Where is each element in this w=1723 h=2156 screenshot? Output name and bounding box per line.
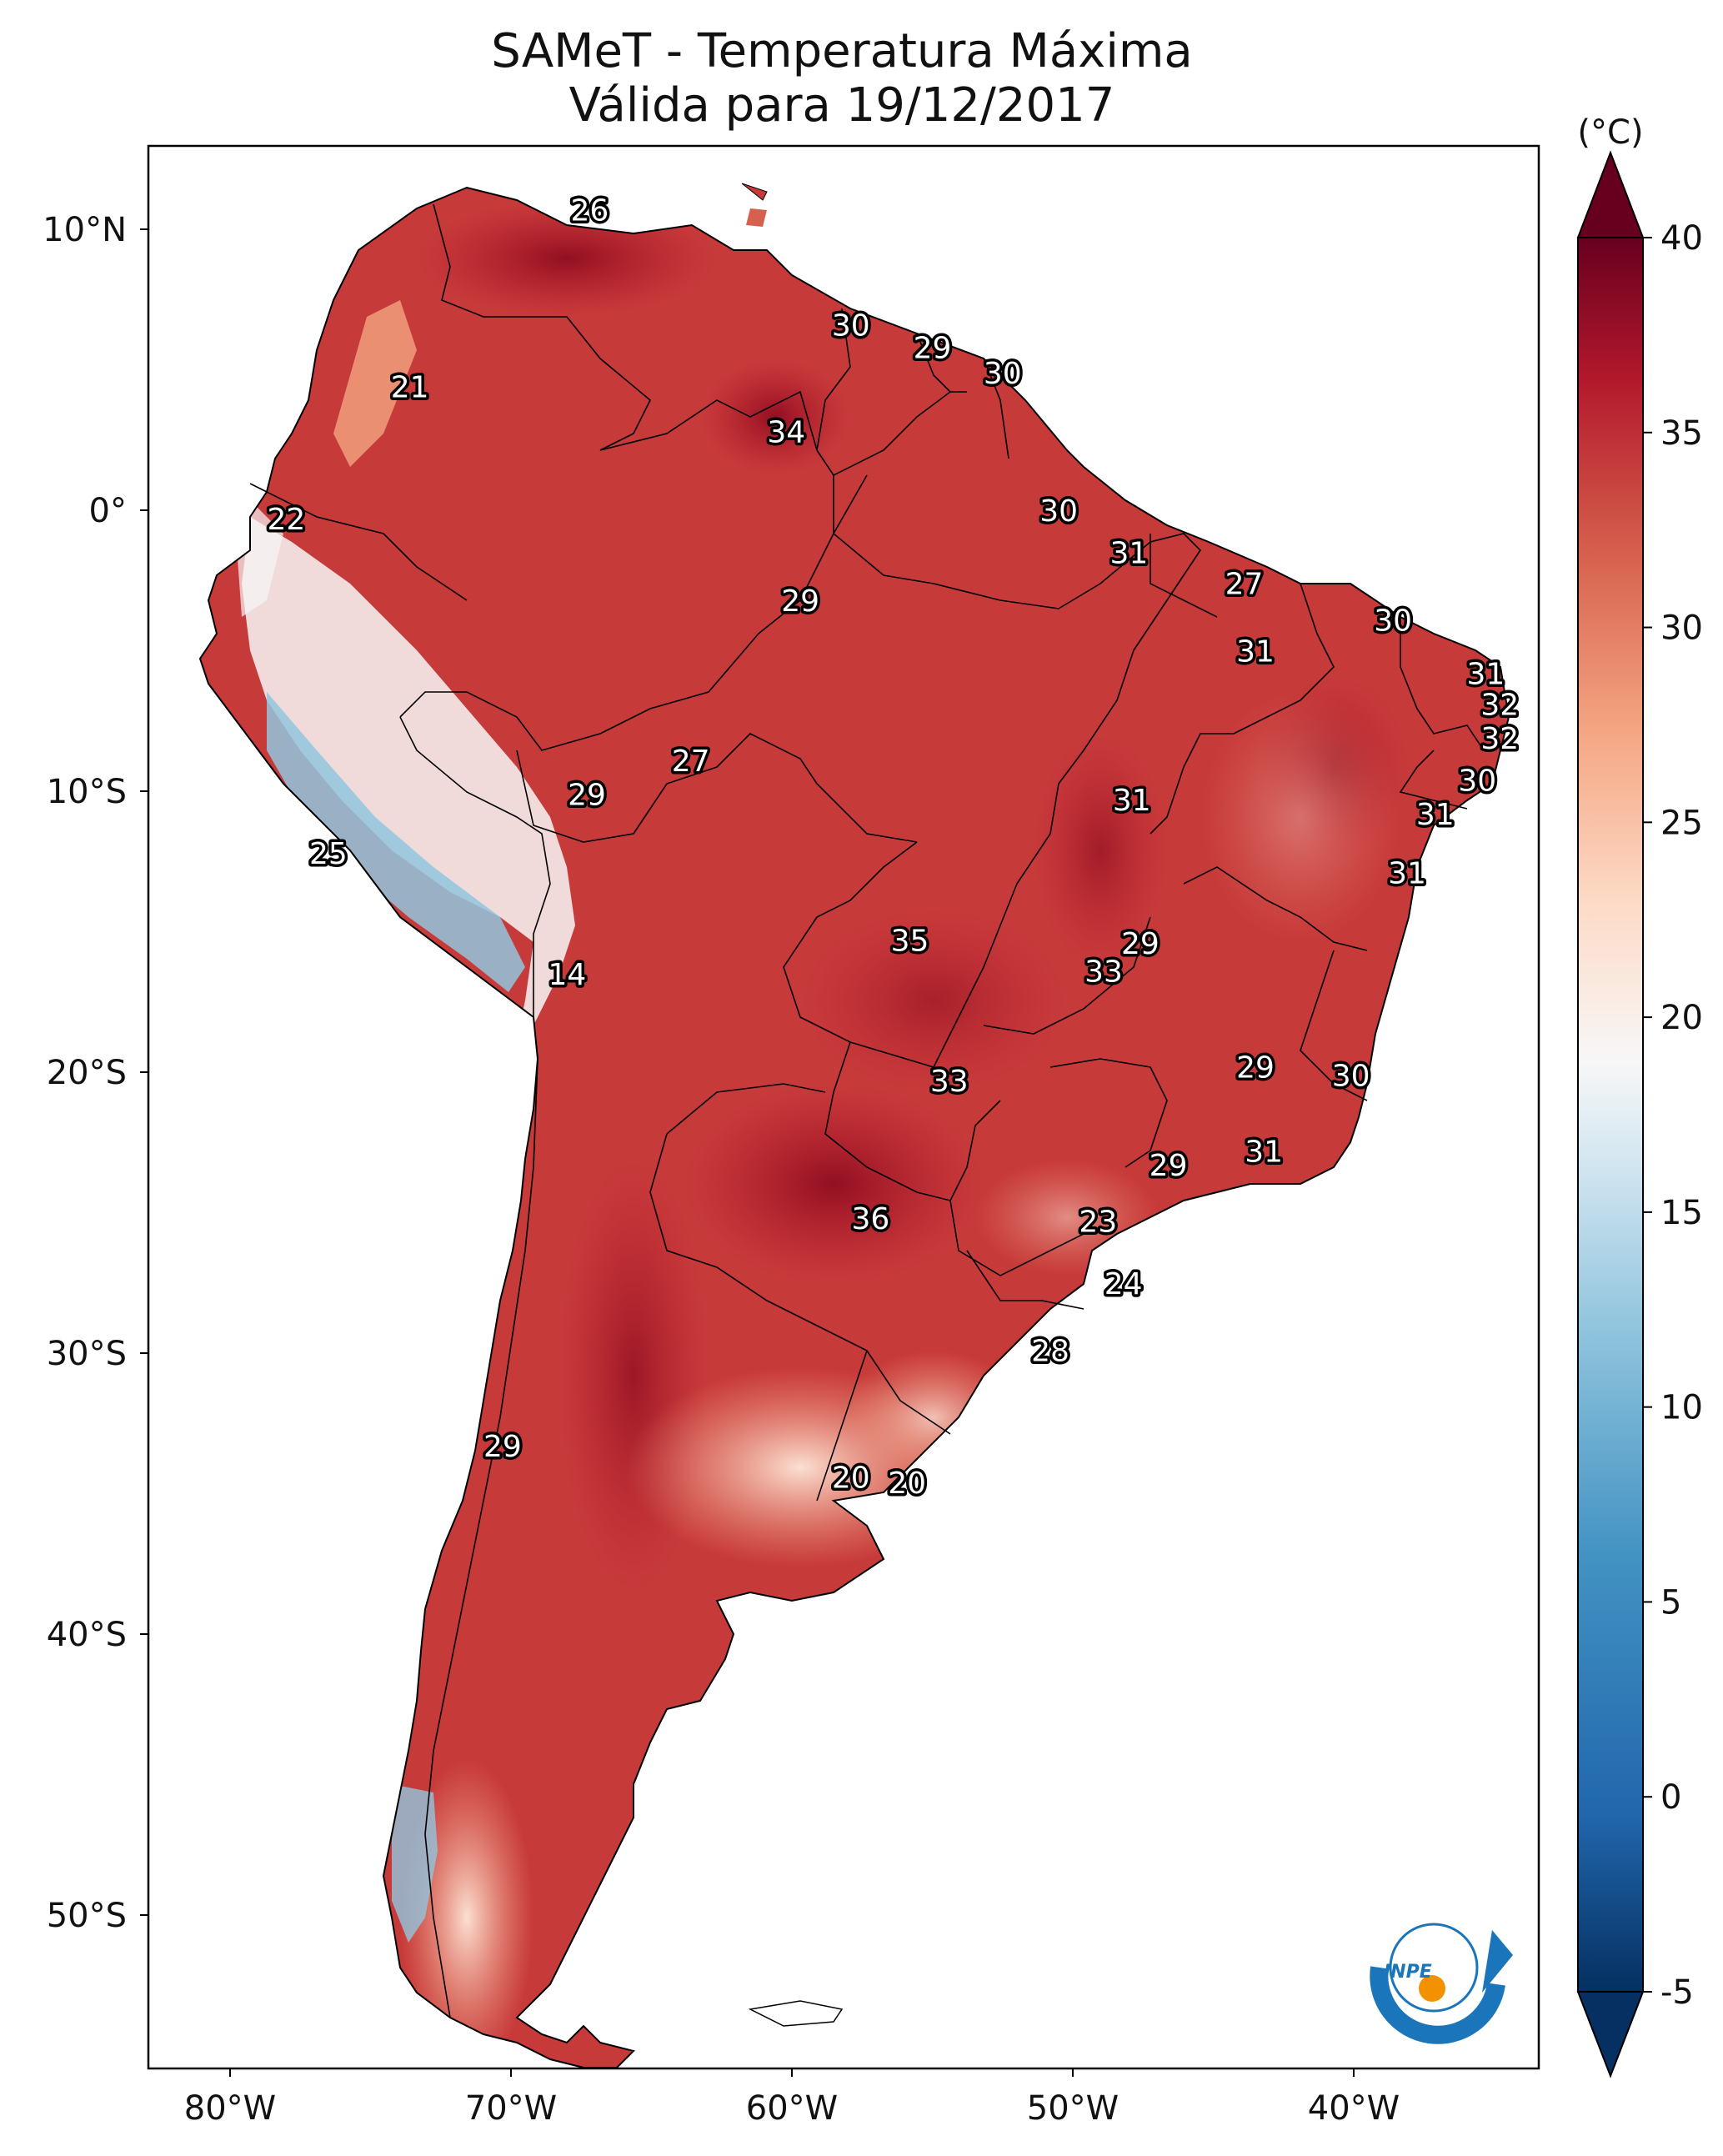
station-value-label: 25 (309, 837, 348, 871)
station-value-label: 31 (1113, 784, 1151, 818)
colorbar-tick-label: 15 (1660, 1194, 1703, 1232)
lon-tick-label: 80°W (184, 2089, 276, 2128)
colorbar-tick-label: 5 (1660, 1583, 1681, 1622)
station-value-label: 26 (570, 193, 609, 228)
colorbar-bottom-extend (1576, 1991, 1645, 2078)
colorbar-tick-label: 25 (1660, 804, 1703, 842)
colorbar-top-extend (1576, 150, 1645, 238)
station-value-label: 32 (1480, 689, 1519, 723)
station-value-label: 29 (914, 332, 952, 366)
station-value-label: 33 (1084, 955, 1123, 990)
colorbar: (°C) 40 35 30 25 20 15 10 5 0 -5 (1576, 113, 1703, 2078)
station-value-label: 20 (832, 1461, 870, 1495)
colorbar-tick-label: 20 (1660, 999, 1703, 1037)
station-value-label: 30 (832, 309, 870, 343)
colorbar-gradient (1577, 237, 1644, 1993)
country-borders (249, 203, 1485, 2018)
station-value-label: 34 (767, 416, 805, 450)
station-value-label: 29 (1236, 1050, 1275, 1085)
station-value-label: 29 (781, 584, 819, 619)
latitude-axis: 10°N 0° 10°S 20°S 30°S 40°S 50°S (43, 211, 148, 1935)
map-title-line2: Válida para 19/12/2017 (569, 78, 1115, 133)
lat-tick-label: 0° (89, 492, 127, 530)
station-value-label: 21 (391, 371, 429, 405)
colorbar-ticks: 40 35 30 25 20 15 10 5 0 -5 (1643, 219, 1703, 2012)
inpe-logo: INPE (1370, 1923, 1513, 2044)
lat-tick-label: 10°N (43, 211, 127, 249)
station-value-label: 28 (1031, 1335, 1069, 1369)
station-value-label: 30 (1458, 765, 1496, 799)
lon-tick-label: 60°W (746, 2089, 838, 2128)
colorbar-tick-label: 10 (1660, 1389, 1703, 1427)
station-value-label: 22 (267, 503, 305, 537)
station-value-label: 30 (1374, 604, 1412, 638)
station-value-label: 29 (483, 1430, 522, 1464)
colorbar-tick-label: 40 (1660, 219, 1703, 258)
colorbar-tick-label: 0 (1660, 1778, 1681, 1817)
station-value-label: 27 (672, 745, 710, 779)
station-value-label: 31 (1466, 657, 1505, 691)
lat-tick-label: 30°S (47, 1335, 127, 1373)
lat-tick-label: 50°S (47, 1897, 127, 1935)
station-value-label: 30 (984, 357, 1022, 391)
lat-tick-label: 20°S (47, 1054, 127, 1092)
station-value-label: 31 (1236, 635, 1275, 669)
station-value-label: 33 (930, 1065, 969, 1099)
station-value-label: 27 (1225, 568, 1264, 602)
station-value-label: 14 (548, 958, 586, 992)
inpe-logo-text: INPE (1384, 1962, 1432, 1983)
colorbar-tick-label: -5 (1660, 1973, 1694, 2012)
colorbar-tick-label: 35 (1660, 414, 1703, 453)
longitude-axis: 80°W 70°W 60°W 50°W 40°W (184, 2068, 1400, 2128)
station-value-label: 31 (1416, 798, 1455, 832)
station-value-label: 30 (1039, 494, 1078, 529)
station-value-label: 31 (1388, 857, 1426, 891)
station-value-label: 31 (1109, 537, 1148, 571)
station-value-label: 23 (1079, 1206, 1117, 1240)
station-value-label: 32 (1480, 722, 1519, 756)
map-title-line1: SAMeT - Temperatura Máxima (491, 24, 1193, 78)
station-value-label: 30 (1332, 1059, 1370, 1093)
lon-tick-label: 40°W (1308, 2089, 1400, 2128)
lon-tick-label: 50°W (1027, 2089, 1119, 2128)
station-value-label: 24 (1104, 1267, 1143, 1301)
station-value-label: 31 (1245, 1135, 1283, 1169)
station-value-label: 29 (568, 778, 606, 812)
lat-tick-label: 10°S (47, 773, 127, 811)
station-value-label: 35 (891, 925, 929, 959)
colorbar-unit-label: (°C) (1577, 113, 1643, 152)
lon-tick-label: 70°W (465, 2089, 557, 2128)
station-value-label: 29 (1121, 927, 1160, 961)
colorbar-tick-label: 30 (1660, 609, 1703, 648)
station-value-label: 36 (851, 1202, 889, 1236)
station-value-label: 20 (888, 1467, 926, 1501)
lat-tick-label: 40°S (47, 1616, 127, 1654)
station-value-label: 29 (1150, 1149, 1188, 1183)
